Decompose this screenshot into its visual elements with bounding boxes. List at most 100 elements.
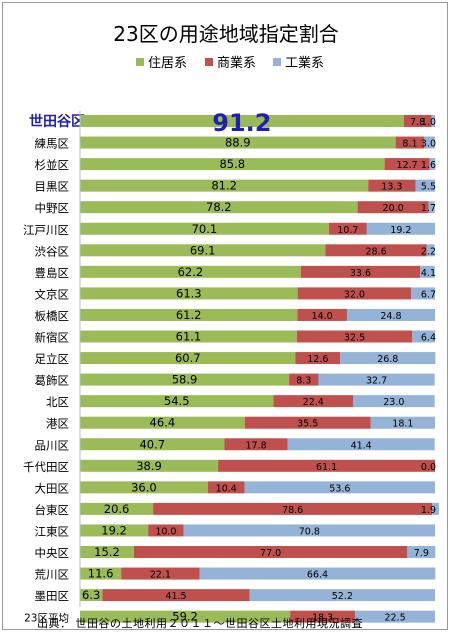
bar-segment-1 (244, 416, 371, 429)
bar-segment-2 (412, 330, 435, 343)
value-label: 8.1 (402, 139, 417, 150)
value-label: 70.1 (192, 222, 218, 236)
bar-segment-0 (80, 502, 154, 515)
value-label: 2.2 (421, 246, 436, 257)
bar-segment-1 (395, 136, 425, 149)
bar-segment-2 (370, 416, 435, 429)
category-label: 中央区 (35, 546, 70, 560)
bar-segment-2 (366, 222, 435, 235)
bar-segment-0 (80, 287, 298, 300)
bar-segment-2 (420, 265, 435, 278)
bar-segment-0 (80, 438, 225, 451)
bar-row: 豊島区 62.2 33.6 4.1 (35, 265, 437, 280)
value-label: 19.2 (390, 225, 411, 236)
category-label: 23区平均 (24, 613, 69, 625)
bar-segment-1 (207, 481, 245, 494)
value-label: 5.5 (421, 182, 436, 193)
value-label: 54.5 (164, 394, 190, 408)
bar-row: 墨田区 6.3 41.5 52.2 (35, 588, 435, 603)
category-label: 世田谷区 (29, 113, 85, 130)
value-label: 91.2 (212, 109, 271, 137)
bar-segment-2 (346, 308, 435, 321)
bar-segment-1 (290, 610, 356, 623)
value-label: 81.2 (211, 179, 237, 193)
value-label: 78.2 (206, 200, 232, 214)
bar-row: 世田谷区 91.2 7.81.0 (29, 109, 436, 137)
value-label: 38.9 (136, 459, 162, 473)
category-label: 港区 (46, 417, 69, 431)
chart: 23区の用途地域指定割合 住居系 商業系 工業系 世田谷区 91.2 7.81.0 練馬区… (23, 22, 439, 625)
value-label: 10.0 (155, 526, 176, 537)
bar-row: 足立区 60.7 12.6 26.8 (35, 351, 436, 366)
value-label: 1.9 (421, 505, 436, 516)
value-label: 62.2 (178, 265, 204, 279)
bar-segment-1 (368, 179, 416, 192)
value-label: 61.3 (176, 286, 202, 300)
category-label: 目黒区 (35, 180, 70, 194)
bar-segment-2 (183, 524, 435, 537)
bar-segment-1 (224, 438, 288, 451)
bar-segment-1 (297, 308, 347, 321)
value-label: 17.8 (246, 440, 267, 451)
value-label: 24.8 (380, 311, 401, 322)
bar-segment-1 (384, 158, 430, 171)
value-label: 12.6 (307, 354, 328, 365)
bar-segment-1 (102, 589, 250, 602)
value-label: 85.8 (219, 157, 245, 171)
bar-segment-2 (424, 136, 435, 149)
bar-segment-2 (426, 244, 435, 257)
value-label: 6.4 (421, 333, 436, 344)
bar-row: 23区平均 59.2 18.3 22.5 (24, 610, 435, 625)
bar-segment-0 (80, 416, 245, 429)
category-label: 台東区 (35, 503, 70, 517)
value-label: 14.0 (312, 311, 333, 322)
category-label: 江東区 (35, 524, 70, 538)
bar-row: 荒川区 11.6 22.1 66.4 (35, 567, 436, 582)
bar-row: 江戸川区 70.1 10.7 19.2 (23, 222, 435, 237)
bar-segment-2 (287, 438, 435, 451)
bar-segment-0 (80, 352, 296, 365)
bar-segment-2 (407, 546, 436, 558)
value-label: 52.2 (332, 591, 353, 602)
value-label: 6.7 (421, 289, 436, 300)
value-label: 60.7 (175, 351, 201, 365)
value-label: 35.5 (297, 419, 318, 430)
category-label: 墨田区 (35, 589, 70, 603)
category-label: 江戸川区 (23, 223, 69, 237)
value-label: 7.8 (410, 117, 425, 128)
bar-segment-0 (80, 244, 326, 257)
value-label: 32.0 (344, 289, 365, 300)
bar-row: 港区 46.4 35.5 18.1 (46, 416, 435, 431)
value-label: 41.5 (165, 591, 186, 602)
value-label: 7.9 (414, 548, 429, 559)
bar-segment-0 (80, 567, 122, 580)
value-label: 40.7 (139, 437, 165, 451)
bar-segment-0 (80, 395, 274, 408)
bar-segment-0 (80, 481, 208, 494)
value-label: 15.2 (94, 545, 120, 559)
category-label: 渋谷区 (35, 244, 70, 258)
value-label: 12.7 (397, 160, 418, 171)
category-label: 豊島区 (35, 266, 70, 280)
bar-segment-2 (199, 567, 436, 580)
bar-segment-0 (80, 373, 290, 386)
value-label: 36.0 (131, 480, 157, 494)
category-label: 杉並区 (35, 158, 70, 172)
category-label: 文京区 (35, 287, 70, 301)
bar-segment-0 (80, 115, 404, 127)
value-label: 6.3 (82, 588, 100, 602)
chart-frame: 23区の用途地域指定割合 住居系 商業系 工業系 世田谷区 91.2 7.8 1.0 練馬区… (2, 2, 448, 630)
bar-segment-0 (80, 459, 219, 472)
bar-segment-2 (352, 395, 435, 408)
bar-segment-2 (415, 179, 435, 192)
bar-segment-2 (432, 502, 439, 515)
bar-row: 品川区 40.7 17.8 41.4 (35, 437, 435, 452)
bar-segment-0 (80, 201, 358, 214)
bar-segment-0 (80, 589, 103, 602)
bar-row: 千代田区 38.9 61.1 0.0 (23, 459, 436, 474)
bar-segment-1 (148, 524, 184, 537)
value-label: 69.1 (190, 243, 216, 257)
bar-segment-0 (80, 179, 369, 192)
bar-segment-2 (340, 352, 436, 365)
bar-row: 中央区 15.2 77.0 7.9 (35, 545, 436, 560)
